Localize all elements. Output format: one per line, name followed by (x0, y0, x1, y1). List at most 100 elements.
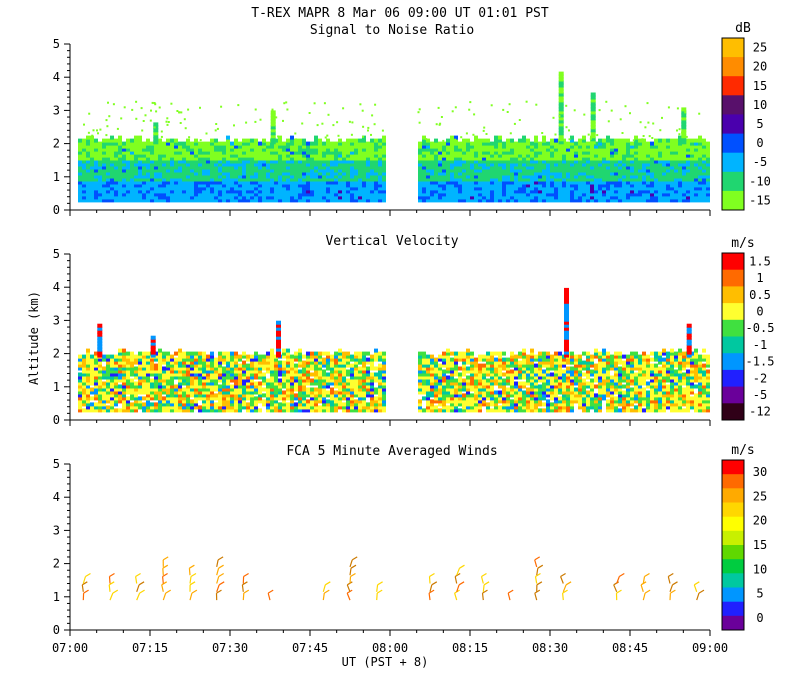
field-cell (142, 180, 146, 185)
field-cell (290, 360, 294, 365)
field-cell (246, 189, 250, 194)
field-cell (234, 354, 238, 359)
field-cell (286, 393, 290, 398)
field-cell (506, 153, 510, 158)
field-cell (686, 171, 690, 176)
field-cell (506, 192, 510, 197)
field-cell (122, 141, 126, 146)
field-cell (530, 162, 534, 167)
field-cell (434, 153, 438, 158)
scatter-cell (684, 111, 687, 114)
field-cell (578, 141, 582, 146)
field-cell (222, 384, 226, 389)
field-cell (178, 390, 182, 395)
field-cell (326, 189, 330, 194)
field-cell (370, 393, 374, 398)
field-cell (158, 168, 162, 173)
field-cell (258, 198, 262, 203)
field-cell (582, 189, 586, 194)
field-cell (102, 174, 106, 179)
field-cell (502, 141, 506, 146)
field-cell (194, 372, 198, 377)
field-cell (330, 405, 334, 410)
field-cell (430, 192, 434, 197)
field-cell (118, 360, 122, 365)
field-cell (138, 153, 142, 158)
field-cell (210, 150, 214, 155)
field-cell (538, 159, 542, 164)
field-cell (554, 177, 558, 182)
field-cell (342, 387, 346, 392)
field-cell (294, 387, 298, 392)
field-cell (242, 198, 246, 203)
field-cell (638, 162, 642, 167)
field-cell (498, 183, 502, 188)
field-cell (634, 144, 638, 149)
field-cell (446, 198, 450, 203)
field-cell (354, 351, 358, 356)
field-cell (294, 195, 298, 200)
field-cell (126, 384, 130, 389)
field-cell (366, 162, 370, 167)
field-cell (250, 144, 254, 149)
field-cell (650, 192, 654, 197)
field-cell (154, 354, 158, 359)
field-cell (598, 147, 602, 152)
field-cell (486, 177, 490, 182)
field-cell (322, 165, 326, 170)
field-cell (362, 138, 366, 143)
field-cell (246, 198, 250, 203)
field-cell (250, 198, 254, 203)
field-cell (210, 402, 214, 407)
field-cell (110, 138, 114, 143)
field-cell (94, 168, 98, 173)
field-cell (254, 351, 258, 356)
field-cell (338, 357, 342, 362)
field-cell (426, 381, 430, 386)
field-cell (426, 408, 430, 413)
field-cell (186, 186, 190, 191)
field-cell (426, 402, 430, 407)
field-cell (238, 159, 242, 164)
field-cell (94, 390, 98, 395)
field-cell (382, 159, 386, 164)
field-cell (334, 363, 338, 368)
field-cell (594, 195, 598, 200)
field-cell (178, 381, 182, 386)
field-cell (206, 150, 210, 155)
field-cell (362, 384, 366, 389)
field-cell (314, 174, 318, 179)
field-cell (198, 168, 202, 173)
field-cell (186, 366, 190, 371)
field-cell (250, 189, 254, 194)
field-cell (418, 351, 422, 356)
field-cell (242, 138, 246, 143)
field-cell (262, 375, 266, 380)
field-cell (158, 189, 162, 194)
field-cell (282, 150, 286, 155)
colorbar-swatch (722, 171, 744, 192)
field-cell (94, 363, 98, 368)
field-cell (218, 384, 222, 389)
field-cell (678, 171, 682, 176)
field-cell (314, 396, 318, 401)
field-cell (682, 195, 686, 200)
field-cell (118, 348, 122, 353)
field-cell (226, 366, 230, 371)
field-cell (182, 363, 186, 368)
field-cell (318, 198, 322, 203)
field-cell (174, 366, 178, 371)
field-cell (434, 396, 438, 401)
field-cell (574, 180, 578, 185)
field-cell (486, 174, 490, 179)
field-cell (258, 186, 262, 191)
field-cell (322, 150, 326, 155)
field-cell (222, 156, 226, 161)
field-cell (582, 159, 586, 164)
field-cell (118, 399, 122, 404)
field-cell (466, 180, 470, 185)
field-cell (242, 375, 246, 380)
field-cell (134, 399, 138, 404)
field-cell (174, 144, 178, 149)
field-cell (78, 150, 82, 155)
